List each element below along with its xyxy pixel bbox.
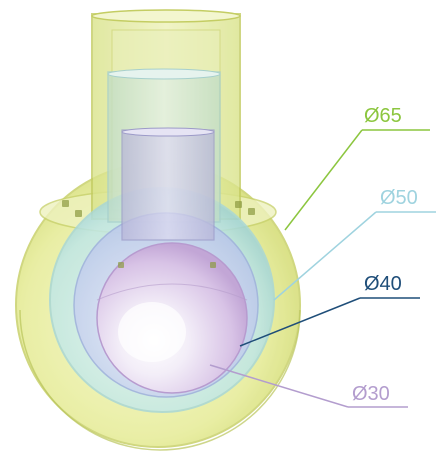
dimension-label-30: Ø30	[352, 383, 390, 405]
leader-line-50	[273, 211, 377, 301]
leader-line-65	[284, 129, 363, 231]
callout-65: Ø65	[284, 105, 430, 231]
dimension-label-40: Ø40	[364, 273, 402, 295]
leader-line-40	[239, 297, 361, 347]
dimension-label-50: Ø50	[380, 187, 418, 209]
inner-ball	[96, 242, 248, 394]
callout-30: Ø30	[209, 364, 408, 408]
leader-line-30	[209, 364, 349, 408]
dimension-label-65: Ø65	[364, 105, 402, 127]
bolt-holes	[62, 200, 255, 268]
callout-50: Ø50	[273, 187, 436, 301]
callout-40: Ø40	[239, 273, 420, 347]
